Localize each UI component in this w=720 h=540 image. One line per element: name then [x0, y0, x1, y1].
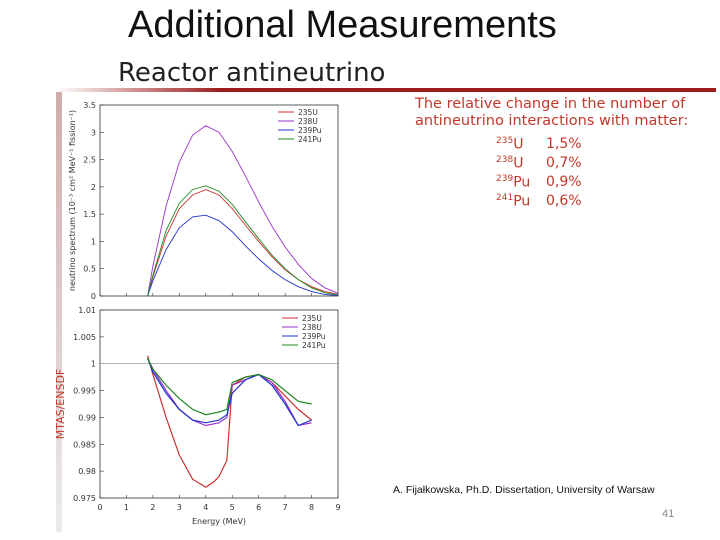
- y-tick-label: 0.975: [73, 494, 96, 503]
- slide-title: Additional Measurements: [128, 4, 557, 46]
- series-line-238U: [147, 125, 339, 297]
- series-line-241Pu: [147, 358, 312, 416]
- x-tick-label: 3: [177, 503, 182, 512]
- x-tick-label: 1: [124, 503, 129, 512]
- legend-label: 235U: [298, 108, 318, 117]
- legend-label: 238U: [302, 323, 322, 332]
- y-tick-label: 1: [91, 360, 96, 369]
- isotope-value: 1,5%: [546, 136, 582, 152]
- legend-label: 235U: [302, 314, 322, 323]
- plot-frame: [99, 104, 339, 297]
- x-tick-label: 6: [256, 503, 261, 512]
- y-tick-label: 0: [91, 292, 96, 301]
- x-axis-label: Energy (MeV): [192, 517, 246, 526]
- y-tick-label: 0.985: [73, 440, 96, 449]
- isotope-value: 0,7%: [546, 155, 582, 171]
- isotope-row: 241Pu 0,6%: [496, 193, 606, 212]
- y-tick-label: 1.005: [73, 333, 96, 342]
- y-tick-label: 0.98: [78, 467, 96, 476]
- y-tick-label: 1: [91, 237, 96, 246]
- isotope-name: 239Pu: [496, 174, 531, 191]
- x-tick-label: 4: [203, 503, 208, 512]
- legend-label: 239Pu: [298, 126, 322, 135]
- plot-frame: [99, 309, 339, 499]
- y-tick-label: 2.5: [83, 156, 96, 165]
- y-tick-label: 0.99: [78, 413, 96, 422]
- isotope-name: 238U: [496, 155, 524, 172]
- series-line-241Pu: [147, 185, 339, 297]
- y-axis-label: neutrino spectrum (10⁻³ cm² MeV⁻¹ fissio…: [68, 110, 77, 291]
- legend-label: 241Pu: [302, 341, 326, 350]
- isotope-name: 235U: [496, 136, 524, 153]
- y-tick-label: 2: [91, 183, 96, 192]
- y-tick-label: 3: [91, 128, 96, 137]
- isotope-table: 235U 1,5% 238U 0,7% 239Pu 0,9% 241Pu 0,6%: [496, 136, 606, 212]
- series-line-238U: [147, 358, 312, 427]
- legend-label: 241Pu: [298, 135, 322, 144]
- y-tick-label: 0.5: [83, 265, 96, 274]
- legend-label: 238U: [298, 117, 318, 126]
- series-line-239Pu: [147, 358, 312, 427]
- slide-subtitle: Reactor antineutrino: [118, 58, 386, 88]
- series-line-239Pu: [147, 214, 339, 297]
- citation: A. Fijałkowska, Ph.D. Dissertation, Univ…: [393, 484, 655, 496]
- x-tick-label: 8: [309, 503, 314, 512]
- x-tick-label: 2: [150, 503, 155, 512]
- y-tick-label: 3.5: [83, 101, 96, 110]
- page-number: 41: [662, 508, 675, 520]
- x-tick-label: 7: [283, 503, 288, 512]
- isotope-row: 235U 1,5%: [496, 136, 606, 155]
- isotope-row: 238U 0,7%: [496, 155, 606, 174]
- isotope-value: 0,9%: [546, 174, 582, 190]
- x-tick-label: 9: [335, 503, 340, 512]
- series-line-235U: [147, 355, 312, 489]
- accent-bar: [56, 88, 716, 92]
- y-tick-label: 1.01: [78, 306, 96, 315]
- legend-label: 239Pu: [302, 332, 326, 341]
- series-line-235U: [147, 189, 339, 297]
- y-tick-label: 1.5: [83, 210, 96, 219]
- x-tick-label: 5: [230, 503, 235, 512]
- x-tick-label: 0: [97, 503, 102, 512]
- y-tick-label: 0.995: [73, 387, 96, 396]
- isotope-value: 0,6%: [546, 193, 582, 209]
- relative-change-note: The relative change in the number of ant…: [415, 96, 689, 129]
- isotope-row: 239Pu 0,9%: [496, 174, 606, 193]
- y-axis-label: MTAS/ENSDF: [54, 369, 67, 440]
- isotope-name: 241Pu: [496, 193, 531, 210]
- accent-shadow: [56, 92, 62, 532]
